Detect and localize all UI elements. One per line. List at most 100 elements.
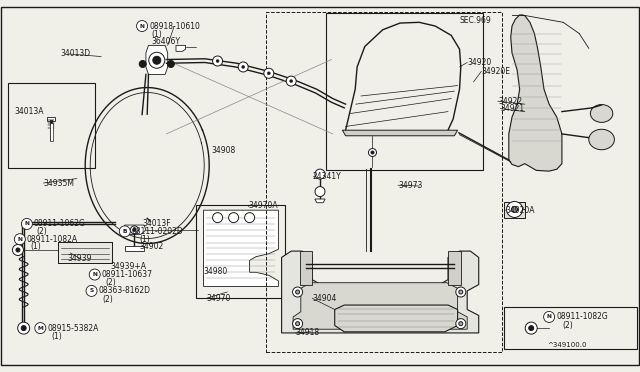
Circle shape [459,290,463,294]
Circle shape [456,319,466,328]
Text: (2): (2) [102,295,113,304]
Text: 34918: 34918 [296,328,320,337]
Circle shape [511,206,518,212]
Circle shape [140,61,146,67]
Circle shape [290,80,292,83]
Polygon shape [204,210,278,286]
Polygon shape [282,251,479,333]
Text: S: S [90,288,93,294]
Circle shape [21,218,33,230]
Text: 34920E: 34920E [481,67,510,76]
Text: 34939+A: 34939+A [110,262,146,271]
Bar [326,13,483,170]
Circle shape [525,322,537,334]
Text: (1): (1) [51,332,62,341]
Circle shape [136,20,148,32]
Text: (1): (1) [140,235,150,244]
Circle shape [119,226,131,237]
Bar [50,123,52,141]
Bar [504,307,637,349]
Circle shape [212,56,223,66]
Text: 08111-0202D: 08111-0202D [132,227,184,236]
Text: 34980: 34980 [204,267,228,276]
Bar [8,83,95,168]
Text: N: N [92,272,97,277]
Circle shape [153,56,161,64]
Text: 34935M: 34935M [44,179,74,187]
Text: (1): (1) [152,30,163,39]
Circle shape [369,148,376,157]
Text: 34922: 34922 [498,97,522,106]
Circle shape [35,323,46,334]
Text: SEC.969: SEC.969 [460,16,492,25]
Text: (1): (1) [30,242,41,251]
Polygon shape [504,202,525,218]
Circle shape [529,326,534,331]
Circle shape [131,226,138,234]
Circle shape [268,72,270,75]
Text: M: M [38,326,43,331]
Bar [266,12,502,352]
Circle shape [371,151,374,154]
Polygon shape [509,15,562,171]
Polygon shape [335,305,458,332]
Circle shape [296,322,300,326]
Ellipse shape [589,129,614,150]
Polygon shape [293,283,467,329]
Text: 08363-8162D: 08363-8162D [99,286,150,295]
Text: 36406Y: 36406Y [152,37,180,46]
Circle shape [292,319,303,328]
Text: N: N [17,237,22,242]
Text: 08918-10610: 08918-10610 [149,22,200,31]
Ellipse shape [590,105,613,122]
Text: 34970: 34970 [206,294,230,303]
Text: 34970A: 34970A [248,201,278,210]
Text: (2): (2) [106,278,116,287]
Circle shape [459,322,463,326]
Circle shape [286,76,296,86]
Text: 34920A: 34920A [506,206,535,215]
Circle shape [89,269,100,280]
Text: 34013A: 34013A [14,107,44,116]
Circle shape [16,248,20,252]
Text: 34920: 34920 [467,58,492,67]
Text: 08911-10637: 08911-10637 [102,270,153,279]
Polygon shape [176,45,186,51]
Text: 24341Y: 24341Y [312,172,341,181]
Circle shape [133,228,136,231]
Circle shape [228,213,239,222]
Circle shape [264,68,274,78]
Circle shape [21,326,26,331]
Polygon shape [448,251,461,285]
Text: 08915-5382A: 08915-5382A [47,324,99,333]
Circle shape [212,213,223,222]
Polygon shape [125,246,144,251]
Polygon shape [300,251,312,285]
Text: (2): (2) [36,227,47,236]
Text: 34013D: 34013D [61,49,91,58]
Text: ^349100.0: ^349100.0 [547,342,587,348]
Text: N: N [547,314,552,320]
Text: 34013F: 34013F [142,219,171,228]
Circle shape [244,213,255,222]
Text: 34973: 34973 [398,181,422,190]
Text: 08911-1082G: 08911-1082G [556,312,608,321]
Polygon shape [342,130,458,136]
Text: N: N [140,23,145,29]
Circle shape [315,187,325,196]
Circle shape [149,52,165,68]
Text: 34921: 34921 [500,104,525,113]
Circle shape [507,201,523,218]
Circle shape [292,287,303,297]
Bar [196,205,285,298]
Circle shape [14,234,26,245]
Polygon shape [58,242,112,263]
Polygon shape [315,199,325,203]
Circle shape [18,322,29,334]
Circle shape [315,169,325,179]
Circle shape [296,290,300,294]
Circle shape [242,65,244,68]
Circle shape [12,244,24,256]
Circle shape [543,311,555,323]
Text: N: N [24,221,29,227]
